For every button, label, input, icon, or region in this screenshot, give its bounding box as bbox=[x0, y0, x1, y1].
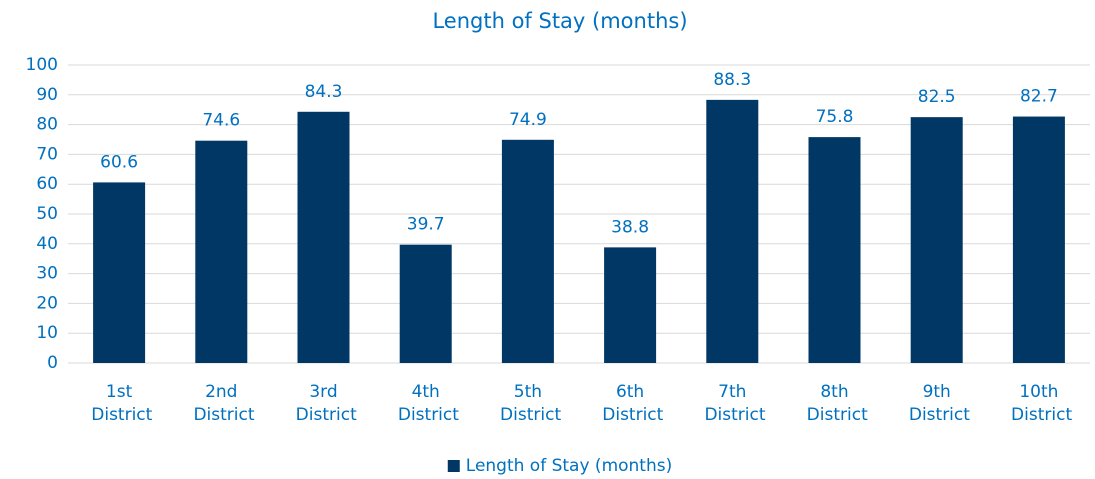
y-tick-label: 60 bbox=[36, 174, 58, 194]
data-label: 74.6 bbox=[202, 111, 240, 131]
data-label: 82.5 bbox=[918, 87, 956, 107]
data-label: 82.7 bbox=[1020, 87, 1058, 107]
y-tick-label: 40 bbox=[36, 234, 58, 254]
y-tick-label: 30 bbox=[36, 264, 58, 284]
data-label: 60.6 bbox=[100, 152, 138, 172]
data-label: 84.3 bbox=[305, 82, 343, 102]
x-tick-label: 10th District bbox=[1006, 382, 1073, 425]
bar bbox=[501, 139, 554, 363]
data-label: 39.7 bbox=[407, 215, 445, 235]
x-tick-label: 3rd District bbox=[290, 382, 357, 425]
x-tick-label: 8th District bbox=[801, 382, 868, 425]
x-tick-label: 2nd District bbox=[188, 382, 255, 425]
x-tick-label: 4th District bbox=[392, 382, 459, 425]
bar bbox=[195, 140, 248, 363]
y-tick-label: 20 bbox=[36, 293, 58, 313]
data-label: 88.3 bbox=[713, 70, 751, 90]
y-tick-label: 50 bbox=[36, 204, 58, 224]
y-tick-label: 10 bbox=[36, 323, 58, 343]
bar bbox=[808, 137, 861, 363]
x-tick-label: 9th District bbox=[903, 382, 970, 425]
bar bbox=[399, 244, 452, 363]
y-tick-label: 100 bbox=[26, 55, 58, 75]
data-label: 75.8 bbox=[816, 107, 854, 127]
legend-label: Length of Stay (months) bbox=[466, 456, 672, 476]
bar bbox=[297, 111, 350, 363]
bar bbox=[706, 99, 759, 363]
bar bbox=[93, 182, 146, 363]
y-tick-label: 80 bbox=[36, 115, 58, 135]
y-tick-label: 0 bbox=[47, 353, 58, 373]
bar bbox=[910, 117, 963, 364]
legend-swatch bbox=[447, 460, 460, 472]
x-tick-label: 1st District bbox=[86, 382, 153, 425]
x-tick-label: 5th District bbox=[495, 382, 562, 425]
bar bbox=[604, 247, 657, 363]
x-tick-label: 6th District bbox=[597, 382, 664, 425]
chart-title: Length of Stay (months) bbox=[432, 9, 687, 33]
y-tick-label: 70 bbox=[36, 144, 58, 164]
data-label: 38.8 bbox=[611, 217, 649, 237]
bar bbox=[1012, 116, 1065, 363]
x-tick-label: 7th District bbox=[699, 382, 766, 425]
y-tick-label: 90 bbox=[36, 85, 58, 105]
data-label: 74.9 bbox=[509, 110, 547, 130]
